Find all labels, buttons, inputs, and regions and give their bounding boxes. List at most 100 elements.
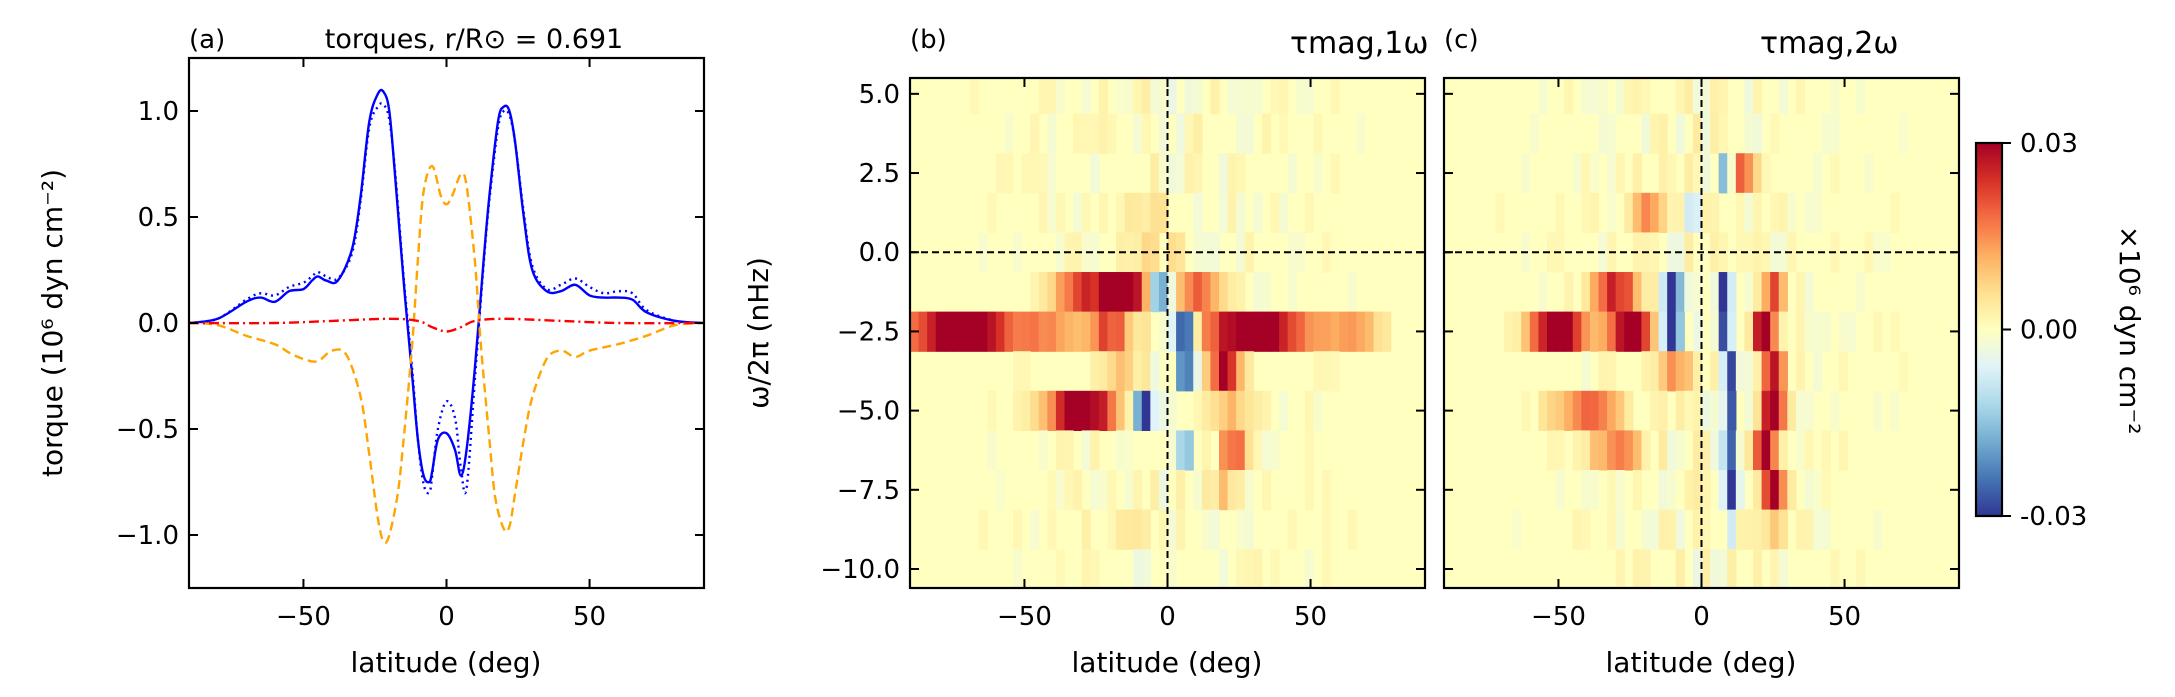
- heatmap-cell: [1261, 390, 1272, 432]
- heatmap-cell: [1572, 153, 1582, 194]
- heatmap-cell: [1116, 311, 1126, 352]
- heatmap-cell: [1701, 470, 1711, 511]
- heatmap-cell: [1581, 78, 1591, 115]
- heatmap-cell: [1304, 430, 1315, 471]
- heatmap-cell: [1701, 113, 1711, 154]
- heatmap-cell: [1667, 272, 1677, 313]
- heatmap-cell: [1778, 509, 1788, 550]
- heatmap-cell: [1244, 311, 1254, 352]
- panel-a-title: torques, r/R⊙ = 0.691: [325, 24, 624, 55]
- heatmap-cell: [1227, 272, 1237, 313]
- heatmap-cell: [1692, 311, 1703, 352]
- heatmap-cell: [1718, 272, 1728, 313]
- heatmap-cell: [1141, 390, 1151, 432]
- heatmap-cell: [1804, 430, 1814, 471]
- heatmap-cell: [1856, 272, 1866, 313]
- heatmap-cell: [1684, 272, 1694, 313]
- heatmap-cell: [1770, 390, 1780, 432]
- heatmap-cell: [1133, 390, 1143, 432]
- heatmap-cell: [1667, 351, 1677, 392]
- heatmap-cell: [1753, 272, 1763, 313]
- heatmap-cell: [1856, 78, 1866, 115]
- heatmap-cell: [1521, 390, 1531, 432]
- heatmap-cell: [1373, 311, 1383, 352]
- heatmap-cell: [1692, 470, 1703, 511]
- heatmap-cell: [1658, 509, 1668, 550]
- heatmap-cell: [1244, 509, 1254, 550]
- heatmap-cell: [1287, 232, 1297, 273]
- heatmap-cell: [1650, 113, 1660, 154]
- heatmap-cell: [1658, 390, 1668, 432]
- colorbar-tick-label: 0.03: [2020, 129, 2078, 159]
- heatmap-cell: [1675, 509, 1685, 550]
- heatmap-cell: [1227, 192, 1237, 234]
- heatmap-cell: [987, 311, 997, 352]
- heatmap-cell: [995, 470, 1006, 511]
- colorbar: 0.03 0.00 -0.03 ×10⁶ dyn cm⁻²: [1974, 129, 2146, 532]
- heatmap-cell: [1322, 232, 1332, 273]
- heatmap-cell: [1176, 351, 1186, 392]
- heatmap-cell: [1650, 509, 1660, 550]
- heatmap-cell: [1753, 351, 1763, 392]
- heatmap-cell: [1133, 272, 1143, 313]
- panel-b-xlabel: latitude (deg): [1072, 646, 1263, 679]
- heatmap-cell: [1176, 311, 1186, 352]
- heatmap-cell: [1184, 311, 1194, 352]
- heatmap-cell: [1718, 470, 1728, 511]
- heatmap-cell: [1598, 272, 1608, 313]
- heatmap-cell: [1158, 311, 1169, 352]
- heatmap-cell: [1615, 390, 1625, 432]
- heatmap-cell: [1744, 351, 1754, 392]
- heatmap-cell: [1710, 351, 1720, 392]
- heatmap-cell: [1667, 470, 1677, 511]
- heatmap-cell: [1158, 192, 1169, 234]
- heatmap-cell: [1090, 311, 1100, 352]
- heatmap-cell: [1598, 390, 1608, 432]
- heatmap-cell: [1795, 390, 1806, 432]
- heatmap-cell: [1632, 153, 1643, 194]
- series-line-0-solid: [189, 88, 704, 484]
- heatmap-cell: [1675, 390, 1685, 432]
- heatmap-cell: [1158, 390, 1169, 432]
- heatmap-cell: [1279, 390, 1289, 432]
- heatmap-cell: [1555, 192, 1565, 234]
- heatmap-cell: [1873, 390, 1883, 432]
- heatmap-cell: [1313, 390, 1323, 432]
- heatmap-cell: [1270, 192, 1280, 234]
- heatmap-cell: [1770, 311, 1780, 352]
- y-tick-label: 0.0: [859, 238, 900, 268]
- heatmap-cell: [1572, 311, 1582, 352]
- heatmap-cell: [1064, 470, 1074, 511]
- heatmap-cell: [1804, 390, 1814, 432]
- heatmap-cell: [1598, 78, 1608, 115]
- heatmap-cell: [1572, 430, 1582, 471]
- heatmap-cell: [1047, 192, 1057, 234]
- heatmap-cell: [1364, 311, 1375, 352]
- heatmap-cell: [1778, 470, 1788, 511]
- heatmap-cell: [1727, 430, 1737, 471]
- heatmap-cell: [978, 232, 988, 273]
- heatmap-cell: [1890, 390, 1900, 432]
- heatmap-cell: [1795, 509, 1806, 550]
- heatmap-cell: [1133, 78, 1143, 115]
- heatmap-cell: [1890, 311, 1900, 352]
- heatmap-cell: [1038, 272, 1048, 313]
- heatmap-cell: [1081, 113, 1091, 154]
- heatmap-cell: [1073, 272, 1083, 313]
- heatmap-cell: [1236, 509, 1246, 550]
- heatmap-cell: [1692, 351, 1703, 392]
- heatmap-cell: [1641, 113, 1651, 154]
- heatmap-cell: [1650, 390, 1660, 432]
- heatmap-cell: [1684, 390, 1694, 432]
- heatmap-cell: [1081, 509, 1091, 550]
- panel-b-title: τmag,1ω: [1290, 26, 1428, 61]
- heatmap-cell: [1615, 470, 1625, 511]
- y-tick-label: −5.0: [837, 397, 900, 427]
- heatmap-cell: [961, 311, 971, 352]
- heatmap-cell: [1804, 192, 1814, 234]
- heatmap-cell: [1064, 272, 1074, 313]
- heatmap-cell: [1761, 153, 1771, 194]
- heatmap-cell: [1116, 351, 1126, 392]
- heatmap-cell: [1727, 549, 1737, 588]
- heatmap-cell: [1512, 509, 1522, 550]
